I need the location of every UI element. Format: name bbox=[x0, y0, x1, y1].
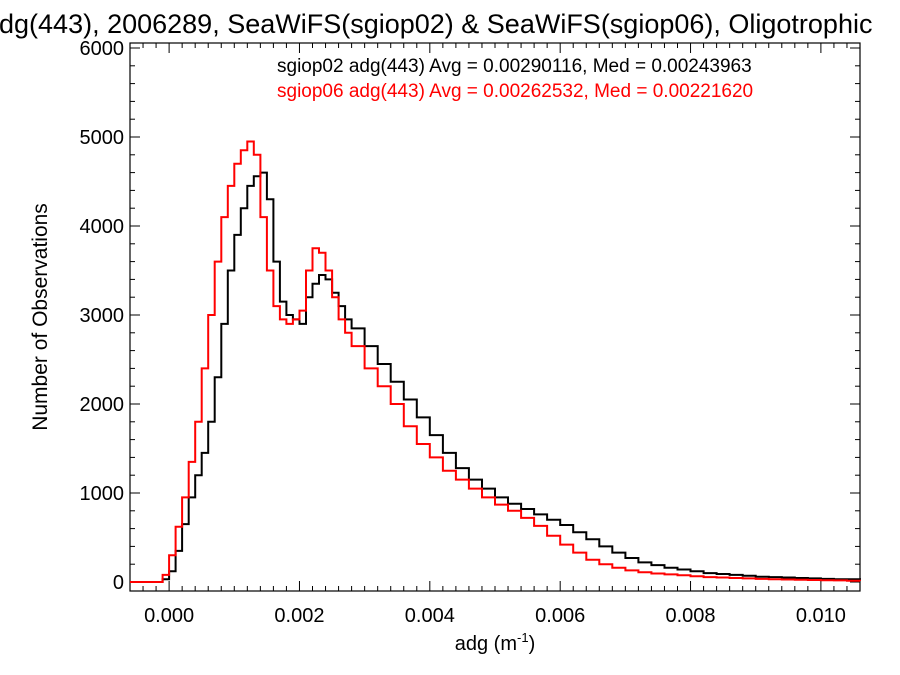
series-line-sgiop02 bbox=[130, 171, 861, 583]
y-tick-label: 2000 bbox=[80, 394, 125, 416]
x-tick-label: 0.002 bbox=[274, 605, 324, 627]
x-tick-label: 0.008 bbox=[666, 605, 716, 627]
y-tick-label: 6000 bbox=[80, 38, 125, 60]
x-axis-label-close: ) bbox=[529, 633, 536, 655]
series-line-sgiop06 bbox=[130, 140, 861, 583]
chart-title: adg(443), 2006289, SeaWiFS(sgiop02) & Se… bbox=[0, 9, 872, 39]
x-axis-label-superscript: -1 bbox=[517, 630, 529, 645]
series-lines bbox=[130, 140, 861, 583]
y-axis-label: Number of Observations bbox=[29, 203, 52, 431]
x-tick-label: 0.000 bbox=[144, 605, 194, 627]
y-tick-label: 0 bbox=[113, 572, 124, 594]
y-tick-label: 1000 bbox=[80, 483, 125, 505]
annotation-sgiop02: sgiop02 adg(443) Avg = 0.00290116, Med =… bbox=[277, 56, 752, 77]
x-tick-label: 0.006 bbox=[535, 605, 585, 627]
y-tick-label: 5000 bbox=[80, 127, 125, 149]
y-tick-label: 3000 bbox=[80, 305, 125, 327]
x-axis-label-main: adg (m bbox=[455, 633, 517, 655]
axis-ticks: 0.000 0.002 0.004 0.006 0.008 0.010 0 1000 2000 3… bbox=[80, 38, 861, 627]
y-tick-label: 4000 bbox=[80, 216, 125, 238]
annotation-sgiop06: sgiop06 adg(443) Avg = 0.00262532, Med =… bbox=[277, 81, 753, 102]
x-tick-label: 0.004 bbox=[405, 605, 455, 627]
x-axis-label: adg (m-1) bbox=[455, 630, 535, 655]
x-tick-label: 0.010 bbox=[796, 605, 846, 627]
